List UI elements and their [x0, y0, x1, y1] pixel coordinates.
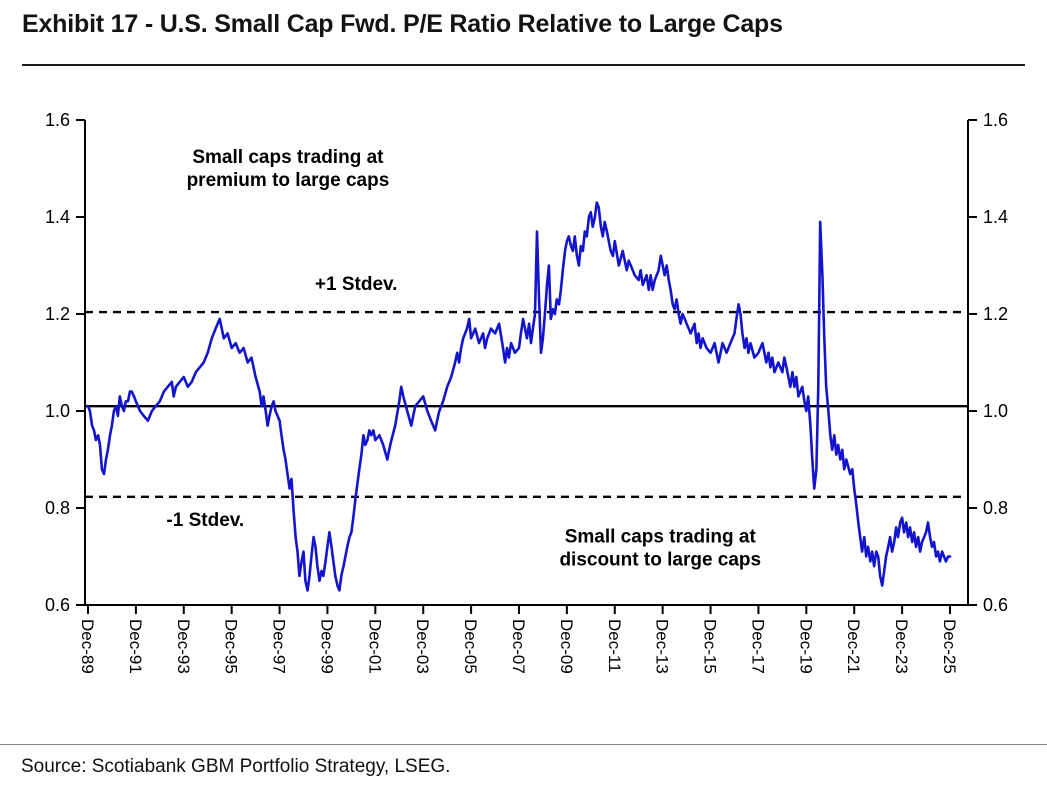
x-tick-label: Dec-01 [365, 619, 384, 674]
title-rule [22, 64, 1025, 66]
premium-note: Small caps trading at [192, 147, 384, 168]
y-tick-label-right: 1.6 [983, 110, 1008, 130]
series-line [86, 201, 952, 592]
x-tick-label: Dec-99 [317, 619, 336, 674]
x-tick-label: Dec-91 [126, 619, 145, 674]
y-tick-label-right: 1.4 [983, 207, 1008, 227]
x-tick-label: Dec-89 [78, 619, 97, 674]
x-tick-label: Dec-25 [940, 619, 959, 674]
x-tick-label: Dec-17 [748, 619, 767, 674]
premium-note: premium to large caps [187, 170, 390, 191]
source-text: Source: Scotiabank GBM Portfolio Strateg… [21, 756, 451, 777]
x-tick-label: Dec-13 [653, 619, 672, 674]
x-tick-label: Dec-03 [413, 619, 432, 674]
x-tick-label: Dec-23 [892, 619, 911, 674]
source-rule [0, 744, 1047, 745]
y-tick-label-right: 0.6 [983, 595, 1008, 615]
plus-1-stdev-label: +1 Stdev. [315, 274, 398, 295]
x-tick-label: Dec-05 [461, 619, 480, 674]
x-tick-label: Dec-93 [174, 619, 193, 674]
x-tick-label: Dec-19 [796, 619, 815, 674]
y-tick-label-left: 0.8 [45, 498, 70, 518]
discount-note: Small caps trading at [565, 526, 757, 547]
x-tick-label: Dec-11 [605, 619, 624, 673]
y-tick-label-left: 1.2 [45, 304, 70, 324]
y-tick-label-left: 1.6 [45, 110, 70, 130]
exhibit-title: Exhibit 17 - U.S. Small Cap Fwd. P/E Rat… [22, 10, 783, 38]
axis-frame [84, 120, 969, 606]
x-tick-label: Dec-07 [509, 619, 528, 674]
y-tick-label-left: 0.6 [45, 595, 70, 615]
discount-note: discount to large caps [559, 549, 761, 570]
y-tick-label-left: 1.0 [45, 401, 70, 421]
x-tick-label: Dec-09 [557, 619, 576, 674]
x-tick-label: Dec-97 [270, 619, 289, 674]
y-tick-label-left: 1.4 [45, 207, 70, 227]
y-tick-label-right: 1.0 [983, 401, 1008, 421]
x-tick-label: Dec-95 [222, 619, 241, 674]
y-tick-label-right: 1.2 [983, 304, 1008, 324]
x-tick-label: Dec-21 [844, 619, 863, 674]
minus-1-stdev-label: -1 Stdev. [166, 510, 244, 531]
y-tick-label-right: 0.8 [983, 498, 1008, 518]
x-tick-label: Dec-15 [701, 619, 720, 674]
